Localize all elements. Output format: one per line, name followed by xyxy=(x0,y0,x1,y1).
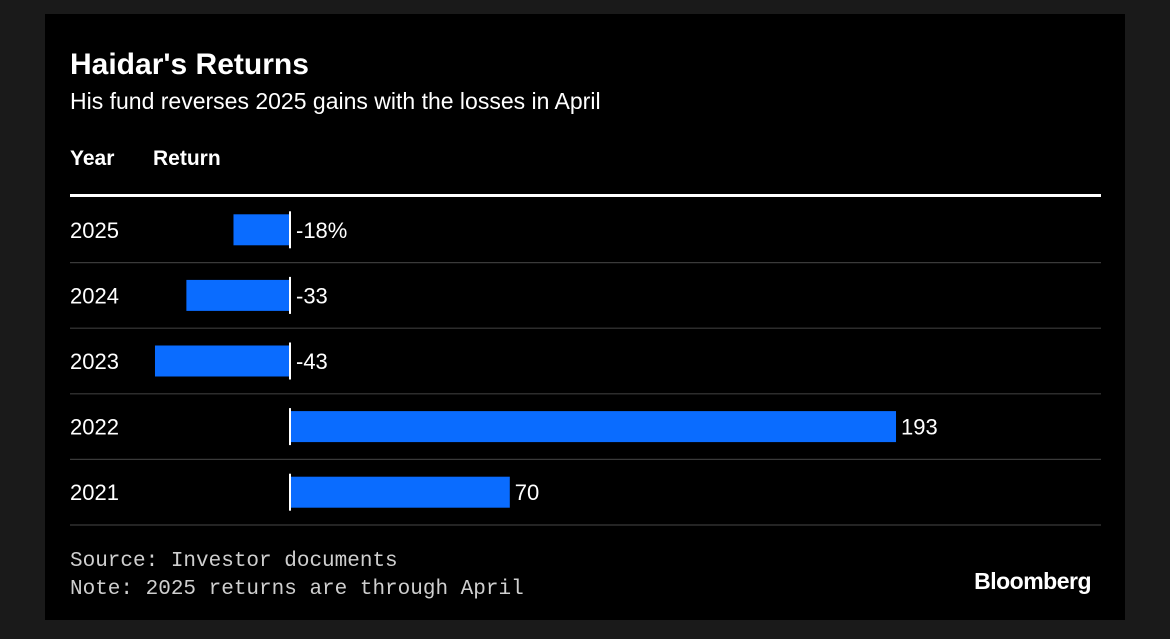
bar xyxy=(290,476,510,508)
chart-title: Haidar's Returns xyxy=(70,48,309,81)
column-header-year: Year xyxy=(70,147,115,170)
chart-card: Haidar's Returns His fund reverses 2025 … xyxy=(45,14,1125,620)
year-label: 2021 xyxy=(70,480,119,505)
header-rule xyxy=(70,194,1101,197)
bloomberg-logo: Bloomberg xyxy=(974,568,1091,594)
year-label: 2025 xyxy=(70,218,119,243)
chart-subtitle: His fund reverses 2025 gains with the lo… xyxy=(70,88,601,114)
footnote: Note: 2025 returns are through April xyxy=(70,578,524,601)
source-note: Source: Investor documents xyxy=(70,550,398,573)
bar xyxy=(233,214,290,246)
year-label: 2022 xyxy=(70,415,119,440)
year-label: 2023 xyxy=(70,349,119,374)
value-label: -33 xyxy=(296,283,328,308)
bar xyxy=(186,279,290,311)
bar-chart: 2025 -18% 2024 -33 2023 -43 2022 193 2021 70 xyxy=(70,211,1101,526)
column-header-return: Return xyxy=(153,147,221,170)
bar xyxy=(290,411,897,443)
value-label: -43 xyxy=(296,349,328,374)
year-label: 2024 xyxy=(70,283,119,308)
chart-footer: Source: Investor documents Note: 2025 re… xyxy=(70,548,524,604)
value-label: 70 xyxy=(515,480,539,505)
value-label: 193 xyxy=(901,415,938,440)
value-label: -18% xyxy=(296,218,347,243)
bar xyxy=(154,345,290,377)
